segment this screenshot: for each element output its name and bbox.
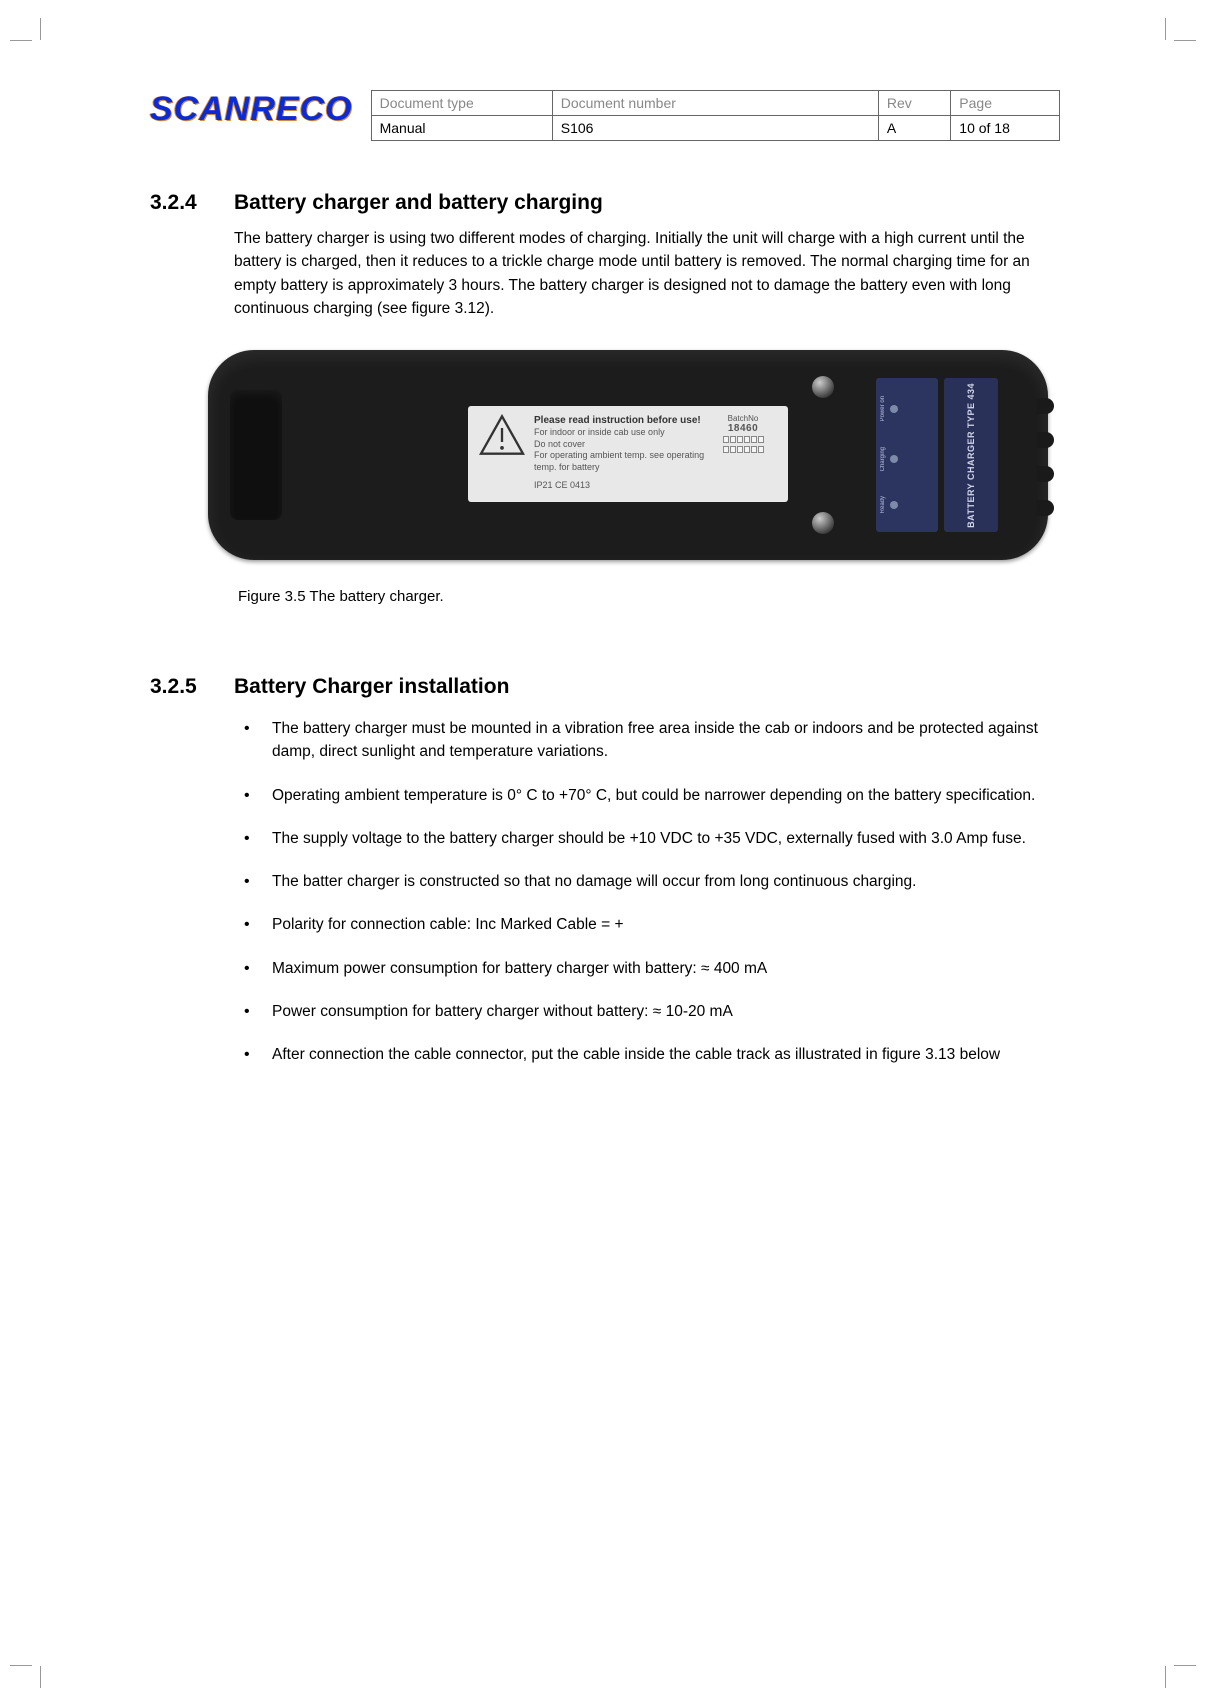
led-label-power: Power on [880,396,886,421]
charger-fins-icon [1036,398,1054,516]
batch-label: BatchNo [708,414,778,423]
led-icon [890,455,898,463]
th-doc-type: Document type [371,91,552,116]
led-icon [890,405,898,413]
th-page: Page [951,91,1060,116]
figure-3-5: Please read instruction before use! For … [208,350,1060,605]
crop-mark-tl [10,18,60,68]
content-area: SCANRECO Document type Document number R… [150,90,1060,1086]
td-page: 10 of 18 [951,116,1060,141]
crop-mark-bl [10,1638,60,1688]
label-headline: Please read instruction before use! [534,414,708,427]
crop-mark-br [1146,1638,1196,1688]
section-title: Battery charger and battery charging [234,191,603,215]
label-line2: Do not cover [534,439,708,451]
label-line1: For indoor or inside cab use only [534,427,708,439]
list-item: Maximum power consumption for battery ch… [234,957,1060,980]
batch-boxes-icon [708,436,778,444]
logo: SCANRECO [150,90,353,129]
label-line3: For operating ambient temp. see operatin… [534,450,708,473]
led-label-charging: Charging [880,447,886,471]
section-324-para: The battery charger is using two differe… [234,227,1060,320]
section-number: 3.2.4 [150,191,212,215]
charger-warning-label: Please read instruction before use! For … [468,406,788,502]
th-rev: Rev [878,91,950,116]
led-label-ready: Ready [880,496,886,513]
list-item: The supply voltage to the battery charge… [234,827,1060,850]
charger-left-cap [230,390,282,520]
list-item: Power consumption for battery charger wi… [234,1000,1060,1023]
page: SCANRECO Document type Document number R… [0,0,1206,1706]
section-number: 3.2.5 [150,675,212,699]
crop-mark-tr [1146,18,1196,68]
doc-info-table: Document type Document number Rev Page M… [371,90,1060,141]
list-item: The batter charger is constructed so tha… [234,870,1060,893]
section-325: 3.2.5 Battery Charger installation The b… [150,675,1060,1066]
charger-type-text: BATTERY CHARGER TYPE 434 [966,383,977,528]
screw-icon [812,376,834,398]
section-324: 3.2.4 Battery charger and battery chargi… [150,191,1060,605]
screw-icon [812,512,834,534]
td-rev: A [878,116,950,141]
warning-triangle-icon [478,414,526,456]
list-item: Polarity for connection cable: Inc Marke… [234,913,1060,936]
led-icon [890,501,898,509]
charger-led-panel: Power on Charging Ready [876,378,938,532]
td-doc-type: Manual [371,116,552,141]
td-doc-num: S106 [552,116,878,141]
list-item: After connection the cable connector, pu… [234,1043,1060,1066]
batch-boxes-icon [708,446,778,454]
batch-number: 18460 [708,423,778,434]
battery-charger-illustration: Please read instruction before use! For … [208,350,1048,560]
label-ip: IP21 CE 0413 [534,480,708,492]
section-title: Battery Charger installation [234,675,509,699]
document-header: SCANRECO Document type Document number R… [150,90,1060,141]
list-item: The battery charger must be mounted in a… [234,717,1060,764]
installation-bullet-list: The battery charger must be mounted in a… [234,717,1060,1066]
th-doc-num: Document number [552,91,878,116]
list-item: Operating ambient temperature is 0° C to… [234,784,1060,807]
figure-caption: Figure 3.5 The battery charger. [238,588,1060,605]
charger-type-panel: BATTERY CHARGER TYPE 434 [944,378,998,532]
